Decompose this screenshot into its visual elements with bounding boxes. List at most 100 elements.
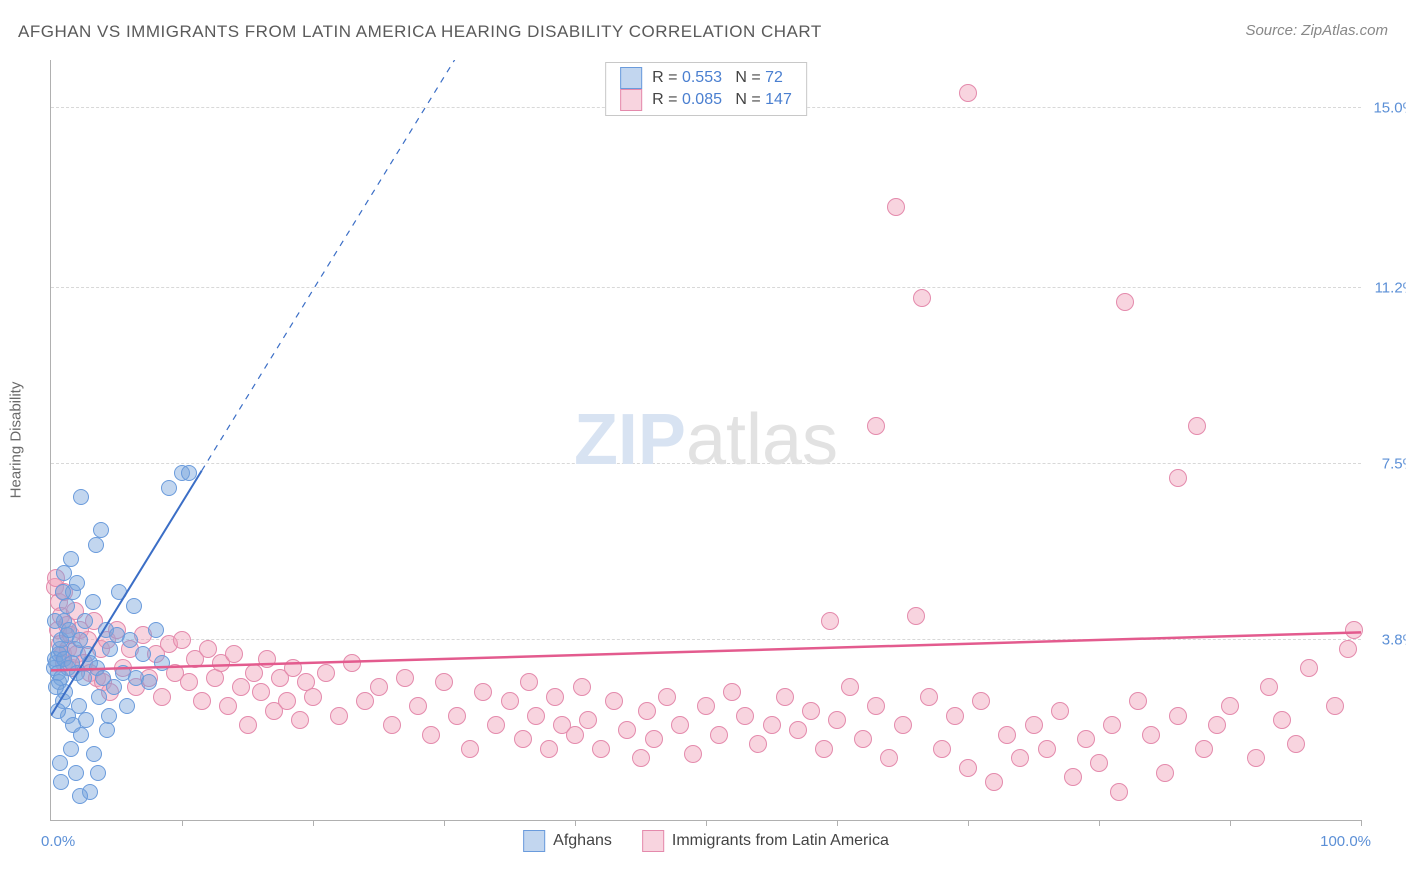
x-tick <box>1361 820 1362 826</box>
gridline <box>51 639 1361 640</box>
data-point <box>422 726 440 744</box>
data-point <box>48 679 64 695</box>
legend-swatch <box>523 830 545 852</box>
data-point <box>101 708 117 724</box>
data-point <box>102 641 118 657</box>
data-point <box>1051 702 1069 720</box>
data-point <box>520 673 538 691</box>
data-point <box>330 707 348 725</box>
data-point <box>1090 754 1108 772</box>
data-point <box>802 702 820 720</box>
data-point <box>278 692 296 710</box>
data-point <box>193 692 211 710</box>
data-point <box>90 765 106 781</box>
data-point <box>592 740 610 758</box>
data-point <box>72 788 88 804</box>
data-point <box>199 640 217 658</box>
data-point <box>370 678 388 696</box>
data-point <box>219 697 237 715</box>
data-point <box>894 716 912 734</box>
data-point <box>239 716 257 734</box>
data-point <box>880 749 898 767</box>
data-point <box>959 84 977 102</box>
data-point <box>474 683 492 701</box>
data-point <box>527 707 545 725</box>
data-point <box>1273 711 1291 729</box>
data-point <box>141 674 157 690</box>
data-point <box>579 711 597 729</box>
data-point <box>291 711 309 729</box>
data-point <box>1025 716 1043 734</box>
data-point <box>396 669 414 687</box>
data-point <box>736 707 754 725</box>
x-tick <box>182 820 183 826</box>
data-point <box>776 688 794 706</box>
data-point <box>1345 621 1363 639</box>
data-point <box>697 697 715 715</box>
data-point <box>854 730 872 748</box>
data-point <box>671 716 689 734</box>
data-point <box>638 702 656 720</box>
data-point <box>78 712 94 728</box>
data-point <box>252 683 270 701</box>
x-tick <box>313 820 314 826</box>
data-point <box>47 613 63 629</box>
data-point <box>789 721 807 739</box>
data-point <box>907 607 925 625</box>
data-point <box>749 735 767 753</box>
data-point <box>73 727 89 743</box>
data-point <box>52 755 68 771</box>
data-point <box>284 659 302 677</box>
data-point <box>85 594 101 610</box>
data-point <box>180 673 198 691</box>
data-point <box>63 741 79 757</box>
data-point <box>448 707 466 725</box>
legend-stat-row: R = 0.553 N = 72 <box>620 67 792 89</box>
data-point <box>383 716 401 734</box>
data-point <box>710 726 728 744</box>
data-point <box>304 688 322 706</box>
data-point <box>73 489 89 505</box>
data-point <box>959 759 977 777</box>
data-point <box>946 707 964 725</box>
data-point <box>1208 716 1226 734</box>
data-point <box>173 631 191 649</box>
data-point <box>86 746 102 762</box>
data-point <box>1064 768 1082 786</box>
y-tick-label: 7.5% <box>1382 455 1406 472</box>
y-tick-label: 3.8% <box>1382 631 1406 648</box>
data-point <box>658 688 676 706</box>
data-point <box>1339 640 1357 658</box>
data-point <box>154 655 170 671</box>
source-attribution: Source: ZipAtlas.com <box>1245 22 1388 39</box>
x-tick <box>1230 820 1231 826</box>
data-point <box>1221 697 1239 715</box>
data-point <box>1169 707 1187 725</box>
data-point <box>258 650 276 668</box>
watermark: ZIPatlas <box>574 399 838 481</box>
data-point <box>153 688 171 706</box>
data-point <box>1300 659 1318 677</box>
data-point <box>972 692 990 710</box>
x-tick <box>706 820 707 826</box>
data-point <box>841 678 859 696</box>
data-point <box>645 730 663 748</box>
data-point <box>161 480 177 496</box>
data-point <box>605 692 623 710</box>
legend-swatch <box>642 830 664 852</box>
legend-swatch <box>620 89 642 111</box>
data-point <box>55 584 71 600</box>
data-point <box>225 645 243 663</box>
data-point <box>1142 726 1160 744</box>
data-point <box>1129 692 1147 710</box>
data-point <box>317 664 335 682</box>
x-tick <box>968 820 969 826</box>
data-point <box>867 697 885 715</box>
data-point <box>887 198 905 216</box>
data-point <box>684 745 702 763</box>
x-axis-max-label: 100.0% <box>1320 833 1371 850</box>
x-tick <box>1099 820 1100 826</box>
data-point <box>913 289 931 307</box>
data-point <box>487 716 505 734</box>
data-point <box>1247 749 1265 767</box>
